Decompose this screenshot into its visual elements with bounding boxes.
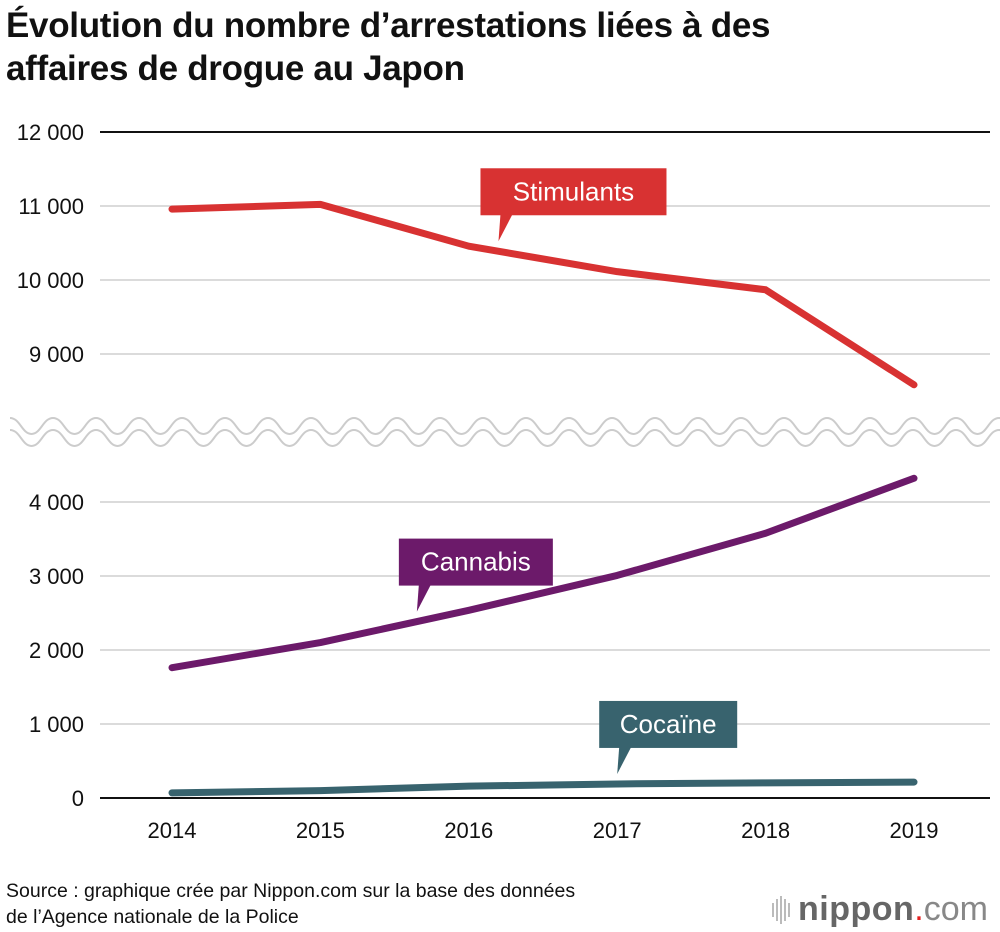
x-tick-label: 2018 — [741, 818, 790, 843]
series-cocaïne: Cocaïne — [168, 700, 918, 797]
y-tick-label: 11 000 — [18, 194, 84, 219]
x-tick-label: 2016 — [444, 818, 493, 843]
x-tick-label: 2017 — [593, 818, 642, 843]
source-line-2: de l’Agence nationale de la Police — [6, 906, 299, 928]
chart-title: Évolution du nombre d’arrestations liées… — [6, 4, 770, 90]
series-label-box — [480, 168, 667, 216]
series-line — [168, 778, 918, 797]
series-label: Cannabis — [421, 547, 531, 577]
y-tick-label: 2 000 — [29, 638, 84, 663]
logo-suffix: com — [923, 890, 988, 928]
x-tick-label: 2015 — [296, 818, 345, 843]
logo-bars-icon — [772, 895, 790, 924]
series-label-box — [599, 700, 738, 748]
series-label: Stimulants — [513, 176, 634, 206]
title-line-2: affaires de drogue au Japon — [6, 49, 465, 88]
series-label-pointer — [416, 584, 431, 612]
source-note: Source : graphique crée par Nippon.com s… — [6, 878, 575, 930]
line-chart: 12 000 11 000 10 000 9 000 4 000 3 000 2 000 1 … — [9, 120, 1000, 843]
y-tick-label: 3 000 — [29, 564, 84, 589]
series-stimulants: Stimulants — [168, 168, 918, 389]
series-label-pointer — [617, 746, 632, 774]
series-line — [168, 474, 918, 672]
y-tick-label: 12 000 — [17, 120, 84, 145]
y-tick-label: 9 000 — [29, 342, 84, 367]
y-tick-label: 1 000 — [29, 712, 84, 737]
y-tick-label: 4 000 — [29, 490, 84, 515]
logo-name: nippon — [798, 890, 915, 928]
series-label-box — [398, 538, 553, 586]
series-cannabis: Cannabis — [168, 474, 918, 672]
axis-break-wave — [9, 416, 1000, 436]
x-tick-label: 2019 — [890, 818, 939, 843]
y-tick-label: 10 000 — [17, 268, 84, 293]
source-line-1: Source : graphique crée par Nippon.com s… — [6, 880, 576, 902]
series-label-pointer — [498, 214, 513, 242]
series-label: Cocaïne — [620, 709, 717, 739]
title-line-1: Évolution du nombre d’arrestations liées… — [6, 6, 771, 45]
y-tick-label: 0 — [72, 786, 84, 811]
series-line — [168, 200, 918, 389]
nippon-logo: nippon. com — [772, 890, 988, 929]
x-tick-label: 2014 — [148, 818, 197, 843]
axis-break-wave — [9, 428, 1000, 448]
logo-dot: . — [914, 890, 924, 928]
